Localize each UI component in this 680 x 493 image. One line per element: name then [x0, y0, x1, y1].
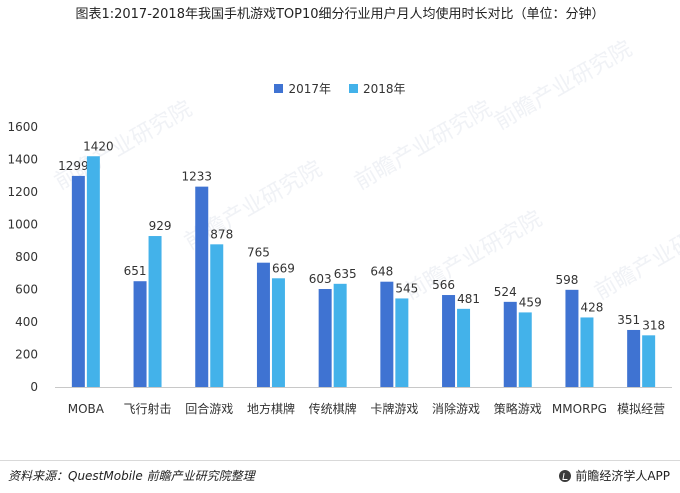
data-label-2018: 1420	[83, 139, 114, 153]
bar-2018	[210, 244, 224, 387]
x-tick-label: MOBA	[68, 402, 105, 416]
y-tick-label: 0	[30, 380, 38, 394]
data-label-2018: 635	[334, 267, 357, 281]
source-note: 资料来源：QuestMobile 前瞻产业研究院整理	[8, 469, 255, 483]
data-label-2017: 566	[432, 278, 455, 292]
legend: 2017年 2018年	[0, 80, 680, 97]
y-tick-label: 800	[15, 250, 38, 264]
bar-2018	[580, 317, 594, 387]
bar-2017	[195, 186, 209, 387]
y-tick-label: 1400	[7, 153, 38, 167]
watermark-text: 前瞻产业研究院	[491, 37, 637, 136]
y-tick-label: 600	[15, 283, 38, 297]
brand-label: 前瞻经济学人APP	[575, 469, 670, 483]
legend-item-2018: 2018年	[349, 80, 406, 97]
x-tick-label: MMORPG	[552, 402, 607, 416]
data-label-2017: 765	[247, 246, 270, 260]
data-label-2017: 1233	[181, 170, 212, 184]
x-tick-label: 回合游戏	[185, 401, 233, 416]
bar-2017	[318, 289, 332, 387]
brand-logo-icon	[559, 469, 572, 482]
bar-2018	[642, 335, 656, 387]
legend-swatch-2017	[274, 84, 284, 93]
x-tick-label: 卡牌游戏	[370, 402, 418, 416]
y-tick-label: 200	[15, 348, 38, 362]
bar-2017	[565, 289, 579, 387]
data-label-2017: 598	[555, 273, 578, 287]
legend-swatch-2018	[349, 84, 358, 93]
bar-2017	[71, 175, 85, 387]
bar-2018	[333, 283, 347, 387]
data-label-2017: 648	[370, 265, 393, 279]
data-label-2018: 545	[395, 281, 418, 295]
x-tick-label: 模拟经营	[617, 402, 665, 416]
y-tick-label: 400	[15, 315, 38, 329]
bar-2018	[148, 236, 162, 387]
bar-2017	[503, 301, 517, 387]
y-tick-label: 1000	[7, 218, 38, 232]
x-tick-label: 飞行射击	[124, 401, 172, 416]
legend-label-2018: 2018年	[363, 82, 406, 96]
data-label-2018: 669	[272, 261, 295, 275]
data-label-2018: 318	[642, 318, 665, 332]
x-tick-label: 地方棋牌	[247, 401, 295, 416]
data-label-2017: 603	[309, 272, 332, 286]
brand-credit: 前瞻经济学人APP	[559, 467, 670, 484]
bar-2018	[86, 156, 100, 387]
bar-2017	[442, 295, 456, 387]
legend-item-2017: 2017年	[274, 80, 331, 97]
data-label-2018: 428	[580, 300, 603, 314]
footer-divider	[0, 460, 680, 461]
y-tick-label: 1200	[7, 185, 38, 199]
chart-title: 图表1:2017-2018年我国手机游戏TOP10细分行业用户月人均使用时长对比…	[75, 7, 605, 22]
bar-2018	[271, 278, 285, 387]
data-label-2017: 351	[617, 313, 640, 327]
bar-2017	[380, 281, 394, 387]
data-label-2018: 459	[519, 295, 542, 309]
bar-2018	[518, 312, 532, 387]
watermark-text: 前瞻产业研究院	[401, 207, 547, 306]
bar-2017	[133, 281, 147, 387]
bar-2018	[395, 298, 409, 387]
x-tick-label: 消除游戏	[432, 401, 480, 416]
bar-2018	[457, 308, 471, 387]
x-tick-label: 传统棋牌	[309, 401, 357, 416]
x-tick-label: 策略游戏	[494, 401, 542, 416]
y-tick-label: 1600	[7, 120, 38, 134]
data-label-2017: 651	[124, 264, 147, 278]
legend-label-2017: 2017年	[288, 82, 331, 96]
data-label-2018: 878	[210, 227, 233, 241]
data-label-2017: 524	[494, 285, 517, 299]
watermark-text: 前瞻产业研究院	[591, 207, 680, 306]
bar-2017	[256, 262, 270, 387]
watermark-text: 前瞻产业研究院	[351, 97, 497, 196]
bar-2017	[627, 329, 641, 387]
data-label-2018: 929	[149, 219, 172, 233]
data-label-2017: 1299	[58, 159, 89, 173]
data-label-2018: 481	[457, 292, 480, 306]
